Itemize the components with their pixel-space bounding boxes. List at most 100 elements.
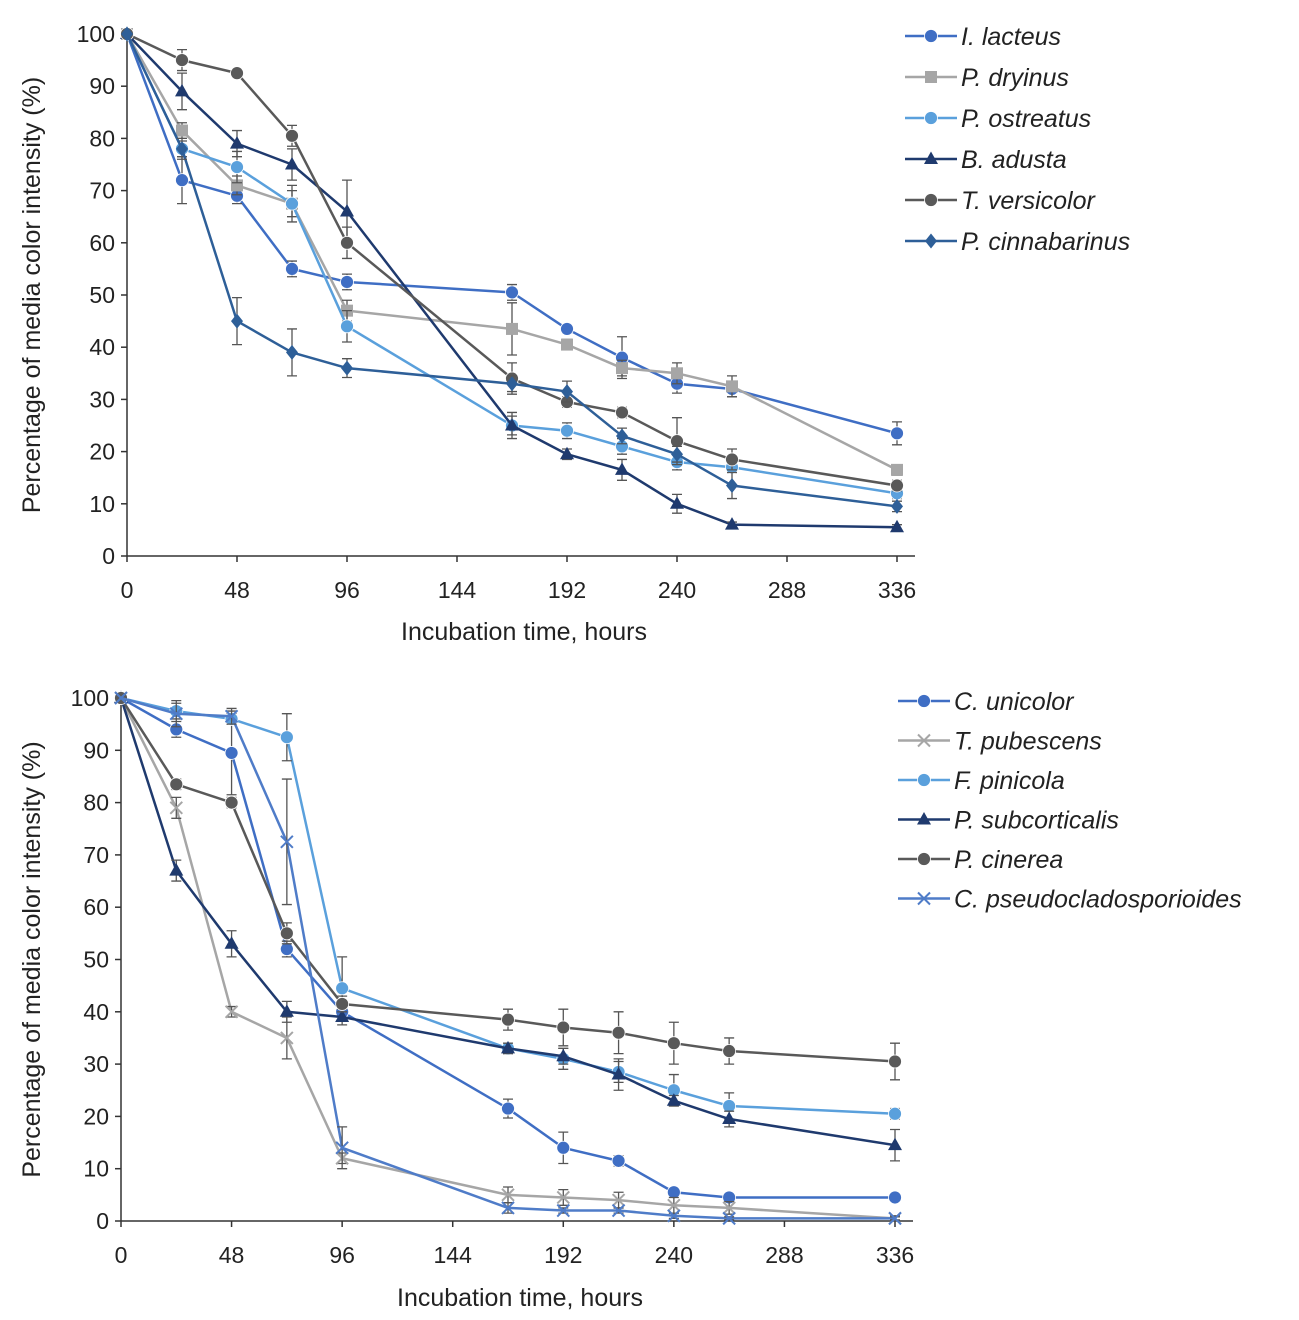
y-tick-label: 20: [89, 439, 115, 465]
data-point: [335, 997, 350, 1011]
data-point: [169, 777, 184, 792]
data-point: [615, 462, 629, 475]
legend-label: F. pinicola: [954, 767, 1065, 795]
data-point: [224, 936, 239, 949]
series-line: [126, 33, 898, 529]
data-point: [888, 1137, 902, 1151]
legend-marker: [925, 71, 937, 83]
x-tick-label: 0: [121, 577, 134, 603]
legend-marker: [924, 29, 938, 43]
series-p-subcorticalis: [114, 690, 902, 1162]
data-point: [340, 275, 354, 289]
legend-marker: [924, 151, 938, 164]
legend-label: P. dryinus: [961, 64, 1069, 92]
data-point: [506, 376, 518, 392]
y-tick-label: 40: [83, 999, 109, 1025]
data-point: [286, 344, 298, 360]
legend-label: C. pseudocladosporioides: [954, 886, 1242, 914]
data-point: [725, 452, 739, 467]
data-point: [121, 26, 133, 42]
data-point: [340, 203, 354, 217]
legend-item-p-dryinus: P. dryinus: [905, 64, 1069, 92]
data-point: [611, 1153, 626, 1168]
y-tick-label: 80: [89, 125, 115, 151]
series-p-cinerea: [114, 691, 902, 1081]
legend-item-f-pinicola: F. pinicola: [898, 767, 1065, 795]
y-tick-label: 70: [89, 178, 115, 204]
legend-marker: [917, 733, 931, 748]
x-tick-label: 144: [434, 1242, 473, 1268]
legend: C. unicolor T. pubescens F. pinicola P. sub…: [898, 688, 1242, 914]
data-point: [230, 66, 244, 81]
y-tick-label: 50: [89, 282, 115, 308]
data-point: [340, 319, 354, 334]
data-point: [335, 981, 350, 996]
data-point: [176, 124, 188, 137]
data-point: [611, 1025, 626, 1040]
y-tick-label: 90: [89, 73, 115, 99]
legend-marker: [917, 852, 931, 866]
y-tick-label: 40: [89, 334, 115, 360]
data-point: [279, 1004, 294, 1017]
chart-panel-top: 0 10 20 30 40 50 60 70 80 90 100 0 48 96 144 192 240 288 3…: [18, 21, 1130, 646]
series-line: [119, 697, 896, 1147]
legend-item-c-unicolor: C. unicolor: [898, 688, 1075, 716]
data-point: [671, 446, 683, 462]
y-tick-label: 30: [89, 386, 115, 412]
legend: I. lacteus P. dryinus P. ostreatus B. adust…: [905, 23, 1130, 256]
data-point: [611, 1203, 626, 1218]
data-point: [615, 405, 629, 420]
data-point: [888, 1211, 902, 1226]
data-point: [556, 1048, 571, 1062]
x-tick-label: 192: [544, 1242, 582, 1268]
data-point: [505, 285, 519, 300]
y-tick-label: 20: [83, 1103, 109, 1129]
data-point: [722, 1201, 736, 1215]
x-tick-label: 288: [768, 577, 806, 603]
data-point: [285, 157, 299, 170]
series-p-cinnabarinus: [121, 26, 903, 514]
legend-marker: [917, 812, 931, 825]
data-point: [169, 863, 184, 876]
data-point: [888, 1190, 902, 1205]
x-tick-label: 240: [658, 577, 696, 603]
data-point: [230, 136, 244, 149]
x-axis-title: Incubation time, hours: [397, 1284, 643, 1312]
data-point: [561, 384, 573, 400]
data-point: [726, 478, 738, 494]
data-point: [556, 1140, 571, 1155]
legend-label: T. versicolor: [961, 187, 1097, 215]
series-t-pubescens: [114, 691, 902, 1226]
legend-label: I. lacteus: [961, 23, 1061, 51]
data-point: [891, 463, 903, 476]
data-point: [722, 1111, 737, 1125]
data-point: [176, 141, 188, 157]
x-tick-label: 336: [876, 1242, 914, 1268]
legend-marker: [924, 111, 938, 125]
y-tick-label: 80: [83, 790, 109, 816]
data-point: [666, 1185, 681, 1200]
data-point: [505, 418, 519, 431]
data-point: [175, 53, 189, 67]
legend-item-t-versicolor: T. versicolor: [905, 187, 1097, 215]
data-point: [175, 173, 189, 188]
data-point: [501, 1201, 515, 1215]
data-point: [725, 517, 739, 530]
data-point: [670, 434, 684, 449]
data-point: [561, 338, 573, 351]
data-point: [667, 1209, 681, 1223]
series-c-pseudocladosporioides: [114, 691, 902, 1226]
legend-item-p-ostreatus: P. ostreatus: [905, 105, 1091, 133]
data-point: [611, 1193, 626, 1207]
data-point: [667, 1198, 681, 1213]
data-point: [888, 1054, 902, 1069]
data-point: [616, 362, 628, 375]
data-point: [611, 1067, 626, 1080]
x-tick-label: 48: [219, 1242, 245, 1268]
legend-marker: [917, 773, 931, 787]
x-tick-label: 0: [115, 1242, 128, 1268]
series-p-dryinus: [121, 28, 903, 476]
data-point: [279, 942, 294, 956]
legend-marker: [925, 233, 937, 249]
data-point: [279, 730, 294, 745]
